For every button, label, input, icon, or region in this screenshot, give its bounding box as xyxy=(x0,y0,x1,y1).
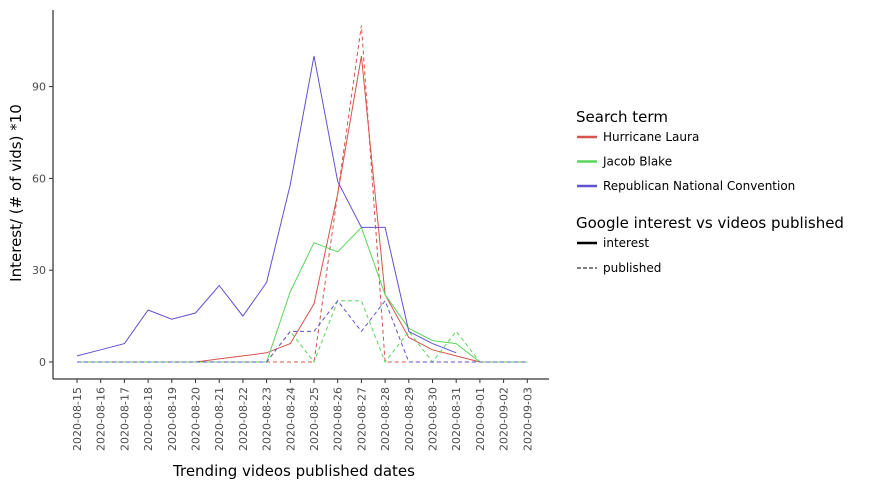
legend-title-search-term: Search term xyxy=(576,108,668,126)
series-line-jacob-blake-published xyxy=(77,300,528,364)
series-line-hurricane-laura-interest xyxy=(77,55,528,363)
x-tick-label: 2020-08-21 xyxy=(213,387,226,451)
x-tick-label: 2020-08-18 xyxy=(142,387,155,451)
x-tick-label: 2020-08-29 xyxy=(403,387,416,451)
x-tick-label: 2020-08-20 xyxy=(190,387,203,451)
x-tick-label: 2020-08-19 xyxy=(166,387,179,451)
x-tick-label: 2020-08-24 xyxy=(284,387,297,451)
x-tick-label: 2020-08-23 xyxy=(261,387,274,451)
x-tick-label: 2020-08-25 xyxy=(308,387,321,451)
series-line-hurricane-laura-published xyxy=(77,25,528,363)
series-line-republican-national-convention-published xyxy=(77,299,528,363)
x-tick-label: 2020-08-16 xyxy=(95,387,108,451)
x-tick-label: 2020-09-01 xyxy=(474,387,487,451)
x-tick-label: 2020-08-30 xyxy=(427,387,440,451)
x-tick-label: 2020-08-31 xyxy=(450,387,463,451)
legend-title-interest-vs-published: Google interest vs videos published xyxy=(576,214,844,232)
legend: Search term Hurricane Laura Jacob Blake Rep… xyxy=(576,108,844,275)
legend-item-label: published xyxy=(603,261,661,275)
x-axis-title: Trending videos published dates xyxy=(172,462,415,480)
x-tick-label: 2020-09-02 xyxy=(498,387,511,451)
series-line-jacob-blake-interest xyxy=(77,226,528,363)
legend-item-label: Republican National Convention xyxy=(603,179,795,193)
y-tick-label: 60 xyxy=(32,172,46,185)
y-axis-title: Interest/ (# of vids) *10 xyxy=(7,104,25,282)
series-lines xyxy=(76,25,528,364)
x-tick-label: 2020-08-28 xyxy=(379,387,392,451)
legend-item-label: Jacob Blake xyxy=(602,155,672,169)
x-tick-label: 2020-08-15 xyxy=(71,387,84,451)
y-axis-ticks: 0 30 60 90 xyxy=(32,81,53,369)
x-tick-label: 2020-08-26 xyxy=(332,387,345,451)
y-tick-label: 0 xyxy=(39,356,46,369)
x-tick-label: 2020-08-17 xyxy=(118,387,131,451)
series-line-republican-national-convention-interest xyxy=(76,55,457,357)
x-tick-label: 2020-09-03 xyxy=(521,387,534,451)
x-tick-label: 2020-08-22 xyxy=(237,387,250,451)
y-tick-label: 90 xyxy=(32,81,46,94)
legend-item-label: Hurricane Laura xyxy=(603,130,699,144)
x-axis-ticks: 2020-08-15 2020-08-16 2020-08-17 2020-08-18… xyxy=(71,379,534,451)
x-tick-label: 2020-08-27 xyxy=(355,387,368,451)
legend-item-label: interest xyxy=(603,236,649,250)
y-tick-label: 30 xyxy=(32,264,46,277)
